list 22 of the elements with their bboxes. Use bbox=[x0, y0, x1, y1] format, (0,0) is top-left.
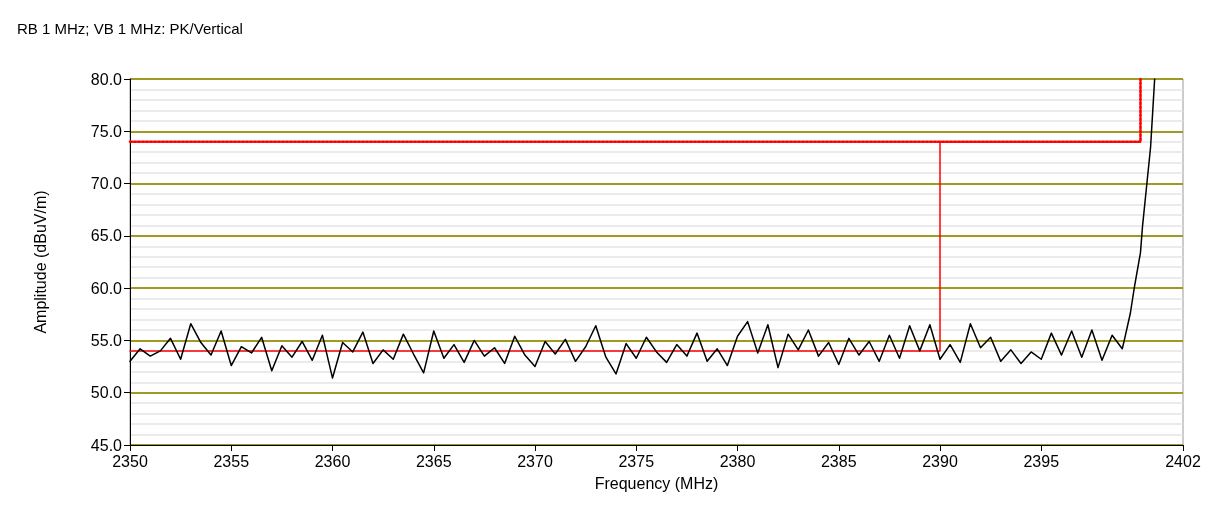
x-tick-label: 2350 bbox=[112, 452, 148, 470]
x-tick-label: 2355 bbox=[213, 452, 250, 470]
x-tick-label: 2370 bbox=[517, 452, 553, 470]
y-tick-label: 75.0 bbox=[90, 122, 123, 140]
x-tick-label: 2360 bbox=[314, 452, 351, 470]
x-axis-title: Frequency (MHz) bbox=[594, 474, 719, 492]
x-tick-label: 2402 bbox=[1165, 452, 1201, 470]
x-tick-label: 2365 bbox=[415, 452, 452, 470]
y-tick-label: 50.0 bbox=[90, 384, 123, 402]
y-tick-label: 70.0 bbox=[90, 175, 123, 193]
y-tick-label: 55.0 bbox=[90, 331, 123, 349]
y-tick-label: 45.0 bbox=[90, 436, 123, 454]
x-tick-label: 2390 bbox=[922, 452, 958, 470]
x-tick-label: 2395 bbox=[1023, 452, 1060, 470]
x-tick-label: 2385 bbox=[820, 452, 857, 470]
y-axis-title: Amplitude (dBuV/m) bbox=[31, 190, 49, 334]
y-tick-label: 65.0 bbox=[90, 227, 123, 245]
y-tick-label: 60.0 bbox=[90, 279, 123, 297]
x-tick-label: 2375 bbox=[618, 452, 655, 470]
x-tick-label: 2380 bbox=[719, 452, 756, 470]
y-tick-label: 80.0 bbox=[90, 70, 123, 88]
chart-title: RB 1 MHz; VB 1 MHz: PK/Vertical bbox=[17, 20, 243, 37]
